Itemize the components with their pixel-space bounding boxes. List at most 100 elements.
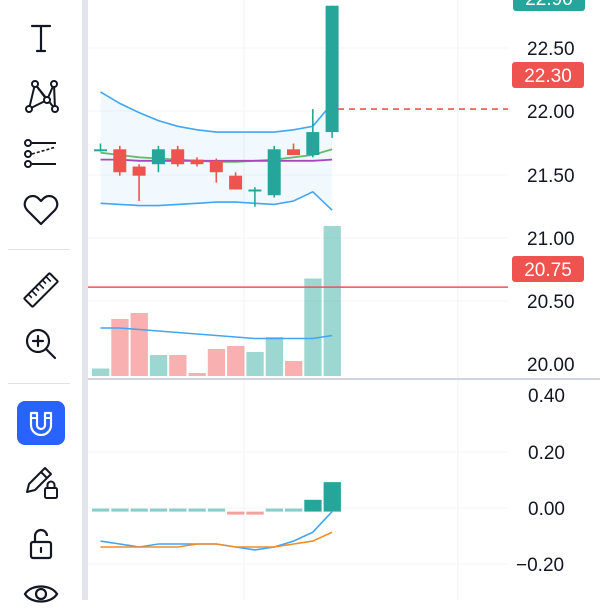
candle [287,143,300,156]
candle-body [132,166,146,176]
macd-signal-line [100,531,333,548]
pencil-lock-icon [26,467,58,499]
macd-axis[interactable]: 0.40 0.20 0.00 −0.20 [516,386,565,576]
favorites-tool-button[interactable] [17,188,65,232]
pattern-tool-button[interactable] [17,74,65,118]
candle [248,187,262,207]
candle-body [190,159,204,165]
zoom-tool-button[interactable] [17,322,65,366]
magnet-icon [29,411,53,437]
volume-bar [92,368,110,376]
price-axis[interactable]: 22.90 22.50 22.00 21.50 21.00 20.50 20.0… [512,0,585,376]
lock-drawings-button[interactable] [17,460,65,504]
magnet-mode-button[interactable] [17,401,65,445]
volume-bar [227,346,245,376]
price-tick: 21.50 [527,166,575,187]
candle-body [287,149,300,156]
volume-bar [149,355,168,376]
macd-histogram-bar [111,508,129,512]
macd-histogram-bar [130,508,148,512]
candle-body [94,149,107,152]
last-price-value: 22.90 [525,0,573,10]
price-tick: 21.00 [527,229,575,250]
forecast-tool-button[interactable] [17,132,65,176]
candle-body [325,5,339,133]
text-icon [30,24,52,53]
candle [190,157,204,167]
prediction-icon [24,139,57,168]
candle [325,5,339,138]
candle [151,145,165,173]
candle [113,145,127,176]
hide-drawings-button[interactable] [17,572,65,616]
macd-histogram-bar [227,511,245,515]
macd-indicator [92,482,341,551]
eye-icon [23,585,59,603]
candlesticks [94,5,339,207]
candle-body [267,149,281,196]
macd-histogram-bar [188,508,206,512]
chart-area[interactable]: 22.90 22.50 22.00 21.50 21.00 20.50 20.0… [88,0,600,600]
zoom-in-icon [25,328,57,360]
macd-histogram-bar [92,508,110,512]
price-tick: 20.50 [527,292,575,313]
candle-body [229,175,243,190]
macd-histogram-bar [149,508,168,512]
volume-bar [169,355,187,376]
volume-bar [285,361,303,376]
current-price-value: 22.30 [524,66,572,87]
macd-histogram-bar [285,508,303,512]
candle-body [248,189,262,192]
macd-histogram-bar [169,508,187,512]
volume-bar [130,313,148,376]
alert-level-badge [512,256,584,282]
alert-level-value: 20.75 [524,260,572,281]
price-tick: 22.50 [527,39,575,60]
toolbar-divider [82,0,88,600]
candle-body [209,160,223,173]
bollinger-lower-line [100,190,333,211]
heart-icon [23,194,59,226]
current-price-badge [512,62,584,88]
candle [306,109,320,158]
volume-bar [188,373,206,376]
volume-bar [304,278,322,376]
macd-histogram-bar [246,511,264,515]
last-price-badge [513,0,585,11]
volume-ma-line [100,327,333,340]
macd-histogram-bar [265,508,283,512]
xabcd-pattern-icon [25,80,59,113]
macd-tick: −0.20 [516,555,564,576]
bollinger-upper-line [100,91,333,133]
candle-body [306,132,320,156]
volume-bar [111,319,129,376]
volume-bar [265,337,283,376]
macd-histogram-bar [207,508,226,512]
measure-tool-button[interactable] [17,268,65,312]
volume-bars [92,226,341,376]
candle [171,145,185,167]
candle-body [151,149,165,165]
volume-bar [323,226,341,376]
macd-histogram-bar [304,499,322,512]
macd-tick: 0.20 [528,443,565,464]
grid [88,0,508,600]
candle-body [171,149,185,165]
candle [229,172,243,190]
unlock-icon [29,528,53,560]
text-tool-button[interactable] [17,16,65,60]
candle [209,158,223,183]
macd-tick: 0.00 [528,499,565,520]
candle-body [113,149,127,173]
candle [94,143,107,152]
ruler-icon [23,272,59,308]
drawing-toolbar [0,0,82,603]
price-tick: 22.00 [527,102,575,123]
candle [267,145,281,198]
candle [132,164,146,201]
volume-bar [246,352,264,376]
volume-bar [207,349,226,376]
macd-histogram-bar [323,482,341,512]
price-tick: 20.00 [527,355,575,376]
lock-all-button[interactable] [17,522,65,566]
